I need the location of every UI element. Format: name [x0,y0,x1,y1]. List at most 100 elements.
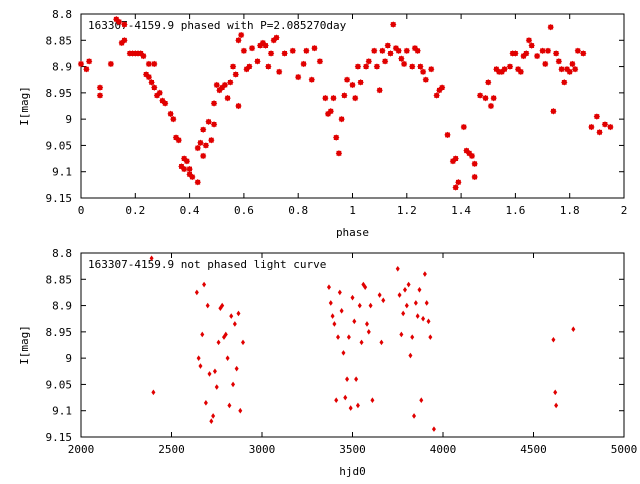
plot-title: 163307-4159.9 not phased light curve [88,258,326,271]
data-point [558,66,565,73]
data-point [349,81,356,89]
data-point [406,281,411,288]
data-point [322,94,329,102]
data-point [210,100,218,107]
x-tick-label: 2000 [68,443,95,456]
data-point [208,136,215,144]
data-point [601,121,609,128]
data-point [210,121,218,128]
x-tick-label: 1.4 [451,204,471,217]
data-point [197,139,204,146]
y-tick-label: 8.8 [52,8,72,21]
data-point [426,318,431,325]
data-point [352,94,359,102]
data-point [370,397,375,403]
x-tick-label: 3000 [249,443,276,456]
data-point [316,58,324,65]
data-point [410,334,415,340]
data-point [202,281,207,288]
data-point [354,376,359,382]
data-point [83,66,90,73]
x-tick-label: 2500 [158,443,185,456]
data-point [455,179,462,186]
data-point [422,76,430,83]
data-point [235,102,242,110]
data-point [390,21,397,28]
data-point [330,313,335,319]
data-point [419,68,427,76]
data-point [180,165,188,173]
plot-title: 163307-4159.9 phased with P=2.085270day [88,19,347,32]
data-point [355,402,360,409]
data-point [96,92,104,99]
data-point [424,300,429,306]
data-point [357,79,364,86]
data-point [452,184,459,191]
data-point [167,110,174,118]
data-point [422,271,427,277]
data-point [330,94,337,102]
data-point [400,60,408,68]
data-point [295,73,302,81]
data-point [199,152,207,160]
data-point [341,92,348,99]
data-point [328,300,333,306]
data-point [381,297,386,304]
data-point [433,92,440,99]
x-axis-label: phase [336,226,369,239]
x-tick-label: 2 [621,204,628,217]
data-point [377,292,382,298]
data-point [236,310,241,317]
data-point [234,365,239,372]
x-tick-label: 0.6 [234,204,254,217]
data-point [517,68,525,76]
data-point [381,58,389,65]
data-point [198,363,203,369]
data-point [485,79,492,86]
data-point [345,376,350,382]
data-point [417,63,424,70]
data-point [209,418,214,425]
data-point [145,60,153,68]
data-point [332,321,337,327]
data-point [444,131,451,139]
data-point [371,47,378,54]
data-point [232,321,237,327]
data-point [471,160,478,168]
y-tick-label: 8.85 [46,273,73,286]
data-point [115,18,123,26]
data-point [561,79,568,86]
x-tick-label: 0 [78,204,85,217]
data-point [490,94,497,102]
x-tick-label: 1.6 [505,204,525,217]
data-point [200,331,205,338]
data-point [397,292,402,298]
data-point [528,42,535,49]
data-point [552,50,560,57]
y-tick-label: 9.1 [52,405,72,418]
data-point [399,331,404,338]
data-point [326,284,331,290]
data-point [175,136,182,144]
data-point [237,31,245,39]
data-point [452,155,459,162]
data-point [335,150,343,157]
data-point [359,339,364,346]
data-point [149,255,154,262]
data-point [376,87,383,94]
data-point [336,334,341,340]
data-point [161,100,169,107]
data-point [428,66,435,73]
data-point [554,402,559,409]
data-point [203,400,208,406]
data-point [352,318,357,325]
data-point [413,300,418,306]
data-point [476,92,484,99]
data-point [227,79,234,86]
data-point [156,89,163,97]
data-point [373,63,381,70]
plot-frame [80,13,625,199]
y-tick-label: 8.8 [52,247,72,260]
y-tick-label: 8.85 [46,34,73,47]
data-point [438,84,446,91]
